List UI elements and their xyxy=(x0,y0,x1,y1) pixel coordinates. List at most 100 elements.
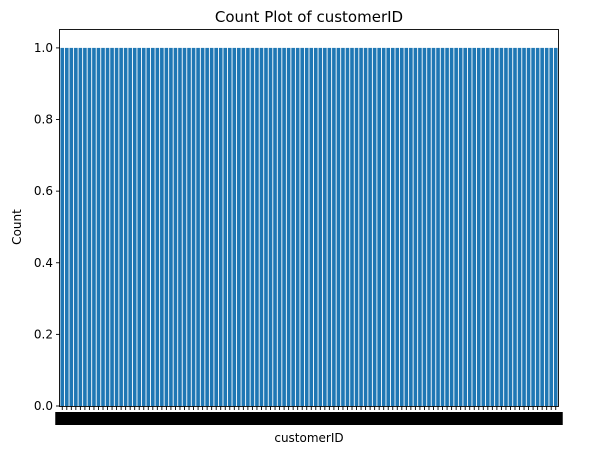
bar xyxy=(191,47,196,407)
bar xyxy=(549,47,554,407)
bar xyxy=(205,47,209,407)
bars-group xyxy=(60,47,558,407)
bar xyxy=(101,47,105,407)
bar xyxy=(241,47,246,407)
bar xyxy=(300,47,305,407)
y-tick-label: 0.8 xyxy=(34,113,53,127)
bar xyxy=(513,47,517,407)
bar xyxy=(495,47,499,407)
bar xyxy=(83,47,87,407)
bar xyxy=(246,47,250,407)
bar xyxy=(273,47,277,407)
bar xyxy=(535,47,540,407)
bar xyxy=(295,47,300,407)
bar xyxy=(69,47,74,407)
bar xyxy=(237,47,241,407)
bar xyxy=(476,47,481,407)
bar xyxy=(327,47,332,407)
bar xyxy=(223,47,228,407)
bar xyxy=(368,47,372,407)
bar xyxy=(386,47,391,407)
bar xyxy=(60,47,65,407)
bar xyxy=(381,47,386,407)
y-tick-label: 1.0 xyxy=(34,41,53,55)
bar xyxy=(218,47,223,407)
bar xyxy=(250,47,255,407)
bar xyxy=(458,47,463,407)
bar xyxy=(268,47,273,407)
bar xyxy=(286,47,291,407)
bar xyxy=(354,47,359,407)
bar xyxy=(409,47,413,407)
bar xyxy=(467,47,472,407)
y-tick-label: 0.6 xyxy=(34,184,53,198)
bar xyxy=(345,47,350,407)
bar xyxy=(173,47,178,407)
bar xyxy=(395,47,400,407)
bar xyxy=(517,47,522,407)
bar xyxy=(531,47,535,407)
bar xyxy=(155,47,160,407)
bar xyxy=(522,47,526,407)
y-tick-label: 0.2 xyxy=(34,327,53,341)
bar xyxy=(146,47,151,407)
bar xyxy=(151,47,155,407)
bar xyxy=(141,47,146,407)
bar xyxy=(74,47,78,407)
bar xyxy=(508,47,513,407)
bar xyxy=(137,47,142,407)
bar xyxy=(427,47,431,407)
bar xyxy=(128,47,132,407)
y-tick-label: 0.0 xyxy=(34,399,53,413)
bar xyxy=(454,47,458,407)
bar xyxy=(481,47,486,407)
bar xyxy=(313,47,318,407)
bar xyxy=(200,47,205,407)
bar xyxy=(209,47,214,407)
bar xyxy=(114,47,119,407)
bar xyxy=(64,47,69,407)
bar xyxy=(178,47,182,407)
bar xyxy=(390,47,395,407)
bar xyxy=(110,47,114,407)
bar xyxy=(182,47,187,407)
bar xyxy=(255,47,259,407)
bar xyxy=(264,47,268,407)
bar xyxy=(449,47,454,407)
bar xyxy=(78,47,83,407)
bar xyxy=(440,47,445,407)
bar xyxy=(96,47,101,407)
bar xyxy=(422,47,427,407)
bar xyxy=(350,47,354,407)
bar xyxy=(232,47,237,407)
bar xyxy=(282,47,286,407)
bar xyxy=(499,47,504,407)
bar xyxy=(105,47,110,407)
bar xyxy=(472,47,477,407)
bar xyxy=(119,47,123,407)
bar xyxy=(436,47,440,407)
bar xyxy=(332,47,336,407)
bar xyxy=(291,47,295,407)
bar xyxy=(164,47,169,407)
x-ticks-group xyxy=(55,406,563,425)
plot-frame xyxy=(59,29,559,407)
bar xyxy=(404,47,409,407)
bar xyxy=(418,47,422,407)
bar xyxy=(169,47,173,407)
y-axis-label: Count xyxy=(10,209,24,245)
bar xyxy=(544,47,549,407)
bar xyxy=(486,47,490,407)
bar xyxy=(277,47,282,407)
y-ticks-group: 0.0 0.2 0.4 0.6 0.8 1.0 xyxy=(34,41,60,413)
x-axis-label: customerID xyxy=(274,431,343,445)
bar xyxy=(318,47,323,407)
bar xyxy=(323,47,327,407)
bar xyxy=(227,47,232,407)
bar xyxy=(445,47,449,407)
bar xyxy=(400,47,404,407)
bar xyxy=(540,47,544,407)
bar xyxy=(132,47,137,407)
chart-title: Count Plot of customerID xyxy=(215,8,403,26)
